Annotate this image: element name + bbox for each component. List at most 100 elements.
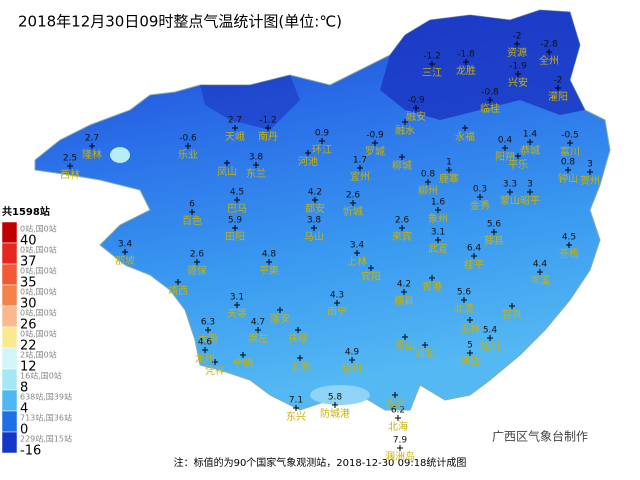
station-name: 岑溪	[530, 275, 550, 287]
station-marker	[349, 357, 355, 363]
station-name: 防城港	[320, 407, 350, 420]
station-marker	[546, 49, 552, 55]
station-name: 苍梧	[559, 247, 579, 260]
station-name: 金秀	[470, 199, 490, 212]
station-name: 那坡	[115, 254, 135, 267]
station-marker	[555, 85, 561, 91]
station-value: -2	[513, 32, 522, 42]
legend-threshold: 35	[20, 276, 37, 291]
legend-count: 0站,国0站	[20, 224, 57, 234]
legend-threshold: 37	[20, 255, 37, 270]
station-name: 灌阳	[548, 91, 568, 103]
station-name: 南宁	[327, 305, 347, 318]
station-value: 3.8	[307, 216, 322, 226]
legend-count: 229站,国15站	[20, 434, 72, 444]
warm-patch	[110, 147, 130, 163]
station-name: 罗城	[365, 146, 385, 158]
legend-swatch	[1, 326, 18, 349]
station-name: 武宣	[428, 242, 448, 255]
station-marker	[397, 445, 403, 451]
station-name: 浦北	[415, 347, 435, 360]
warm-patch	[310, 385, 370, 405]
station-value: 4.7	[251, 318, 265, 328]
station-marker	[194, 259, 200, 265]
station-name: 德保	[187, 264, 207, 277]
station-marker	[368, 265, 374, 271]
station-marker	[297, 355, 303, 361]
station-name: 藤县	[484, 235, 504, 247]
station-value: 0.4	[498, 136, 513, 146]
station-name: 临桂	[480, 102, 500, 115]
station-value: 5.8	[328, 393, 343, 403]
station-value: 3.1	[230, 293, 244, 303]
station-name: 融水	[395, 125, 415, 137]
station-marker	[175, 279, 181, 285]
station-marker	[232, 225, 238, 231]
station-marker	[232, 125, 238, 131]
station-value: -1.2	[259, 116, 277, 126]
station-name: 凭祥	[205, 364, 225, 377]
station-name: 宜州	[350, 170, 370, 183]
station-value: -1.8	[457, 50, 475, 60]
station-name: 合浦	[385, 397, 405, 410]
station-name: 西林	[60, 168, 80, 181]
title: 2018年12月30日09时整点气温统计图(单位:℃)	[18, 13, 342, 31]
station-value: 4.2	[308, 188, 322, 198]
legend-threshold: -16	[20, 444, 41, 459]
station-value: 6.4	[467, 244, 482, 254]
station-name: 都安	[305, 202, 325, 215]
legend-swatch	[1, 242, 18, 265]
station-name: 钟山	[558, 172, 578, 185]
station-marker	[202, 347, 208, 353]
station-name: 宾阳	[361, 270, 381, 283]
legend-swatch	[1, 347, 18, 370]
legend-count: 0站,国0站	[20, 287, 57, 297]
station-marker	[487, 97, 493, 103]
station-value: -0.8	[481, 88, 499, 98]
station-marker	[461, 297, 467, 303]
station-name: 兴安	[508, 76, 528, 89]
station-name: 马山	[304, 231, 324, 243]
station-marker	[266, 259, 272, 265]
legend-threshold: 8	[20, 381, 28, 396]
legend-swatch	[1, 221, 18, 244]
station-value: 6.2	[391, 406, 405, 416]
station-value: 4.8	[262, 250, 277, 260]
station-marker	[422, 342, 428, 348]
station-marker	[205, 327, 211, 333]
station-name: 博白	[460, 355, 480, 368]
station-name: 灵山	[395, 340, 415, 352]
station-marker	[122, 249, 128, 255]
station-name: 富川	[560, 145, 580, 158]
legend-count: 2站,国0站	[20, 350, 57, 360]
station-name: 环江	[312, 144, 332, 156]
station-marker	[305, 150, 311, 156]
legend-count: 0站,国0站	[20, 308, 57, 318]
station-value: -1.9	[509, 62, 527, 72]
station-marker	[253, 162, 259, 168]
legend-swatch	[1, 389, 18, 412]
station-marker	[527, 189, 533, 195]
credit: 广西区气象台制作	[492, 429, 588, 444]
station-marker	[527, 139, 533, 145]
station-name: 龙胜	[456, 64, 476, 77]
station-marker	[312, 197, 318, 203]
station-marker	[467, 350, 473, 356]
station-name: 天峨	[225, 131, 245, 143]
station-marker	[67, 163, 73, 169]
station-name: 融安	[406, 110, 426, 123]
station-marker	[477, 194, 483, 200]
station-marker	[514, 41, 520, 47]
station-marker	[319, 138, 325, 144]
station-marker	[413, 105, 419, 111]
station-marker	[399, 225, 405, 231]
legend-count: 0站,国0站	[20, 245, 57, 255]
station-marker	[255, 327, 261, 333]
station-value: 5.9	[228, 216, 243, 226]
station-marker	[509, 303, 515, 309]
station-name: 平乐	[508, 159, 528, 171]
station-name: 象州	[428, 213, 448, 225]
station-name: 柳州	[418, 184, 438, 197]
legend-count: 16站,国0站	[20, 371, 62, 381]
station-marker	[471, 253, 477, 259]
